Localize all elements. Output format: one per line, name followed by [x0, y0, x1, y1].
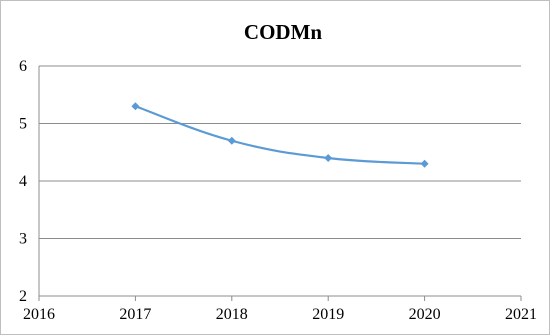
- data-point-marker: [324, 154, 333, 162]
- x-tick-label: 2016: [23, 306, 55, 323]
- chart-title: CODMn: [244, 20, 322, 44]
- tick-labels: 2 3 4 5 6 2016 2017 2018 2019 2020 2021: [19, 58, 537, 323]
- series-line: [135, 105, 425, 165]
- x-tick-label: 2018: [216, 306, 248, 323]
- data-point-marker: [131, 102, 140, 111]
- x-tick-label: 2020: [409, 306, 441, 323]
- y-tick-label: 2: [19, 288, 27, 305]
- grid-lines: [39, 65, 521, 239]
- axes: [38, 66, 522, 301]
- x-tick-label: 2019: [312, 306, 344, 323]
- series-layer: [131, 102, 429, 168]
- x-tick-label: 2021: [505, 306, 537, 323]
- x-tick-label: 2017: [119, 306, 151, 323]
- y-tick-label: 6: [19, 58, 27, 75]
- data-point-marker: [227, 136, 236, 145]
- y-tick-label: 5: [19, 116, 27, 133]
- y-tick-label: 4: [19, 173, 27, 190]
- data-point-marker: [420, 159, 429, 168]
- y-tick-label: 3: [19, 231, 27, 248]
